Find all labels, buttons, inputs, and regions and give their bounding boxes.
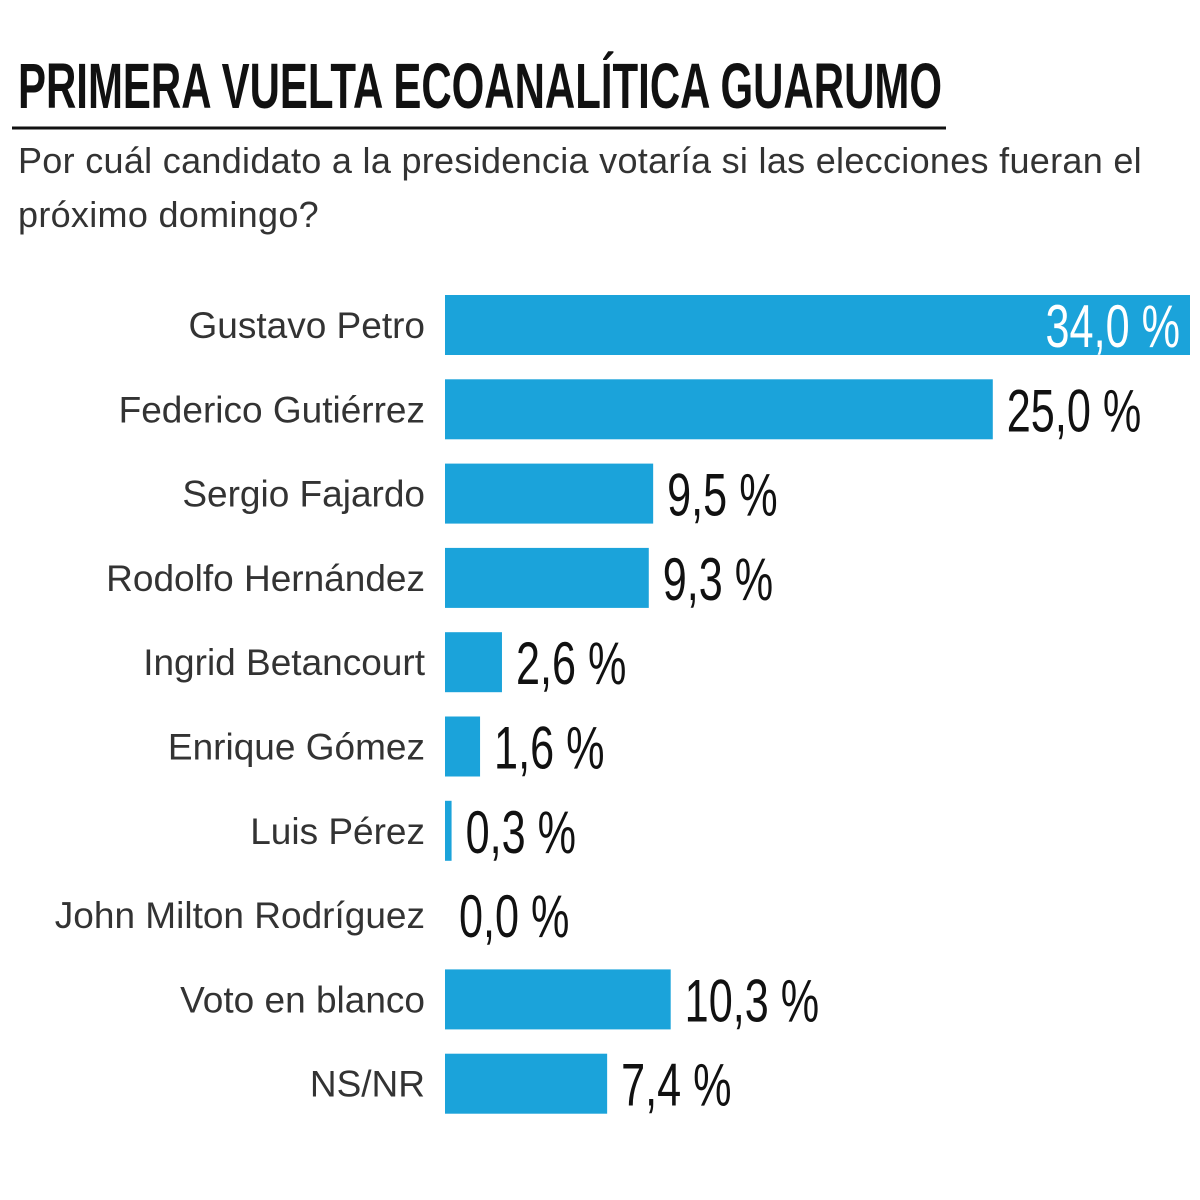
category-label: Sergio Fajardo <box>182 474 425 515</box>
category-label: Voto en blanco <box>180 979 425 1020</box>
bar <box>445 1053 608 1114</box>
bar <box>445 716 481 777</box>
category-label: NS/NR <box>310 1064 425 1105</box>
value-label-group: 0,3 % <box>466 800 576 867</box>
value-label-group: 34,0 % <box>1046 294 1180 361</box>
value-label-group: 9,3 % <box>663 547 773 614</box>
value-label-group: 10,3 % <box>685 969 819 1036</box>
category-label: Gustavo Petro <box>188 305 425 346</box>
value-label: 9,5 % <box>667 463 777 530</box>
value-label-group: 7,4 % <box>621 1053 731 1120</box>
chart-subtitle: Por cuál candidato a la presidencia vota… <box>18 140 1142 235</box>
bar <box>445 969 671 1030</box>
category-label: Federico Gutiérrez <box>119 389 425 430</box>
value-label: 0,3 % <box>466 800 576 867</box>
value-label-group: 1,6 % <box>494 716 604 783</box>
value-label-group: 2,6 % <box>516 631 626 698</box>
bar <box>445 463 654 524</box>
category-label: Ingrid Betancourt <box>143 642 426 683</box>
value-label: 34,0 % <box>1046 294 1180 361</box>
value-label: 9,3 % <box>663 547 773 614</box>
bar <box>445 632 502 693</box>
value-label: 1,6 % <box>494 716 604 783</box>
category-label: Rodolfo Hernández <box>106 558 425 599</box>
value-label-group: 9,5 % <box>667 463 777 530</box>
value-label: 2,6 % <box>516 631 626 698</box>
value-label: 25,0 % <box>1007 379 1141 446</box>
value-label: 0,0 % <box>459 884 569 951</box>
category-label: John Milton Rodríguez <box>55 895 425 936</box>
bar <box>445 800 452 861</box>
bar <box>445 547 649 608</box>
value-label-group: 25,0 % <box>1007 379 1141 446</box>
value-label: 7,4 % <box>621 1053 731 1120</box>
bar <box>445 379 993 440</box>
category-label: Enrique Gómez <box>168 727 425 768</box>
bar <box>445 295 1190 355</box>
category-label: Luis Pérez <box>250 811 425 852</box>
chart-title: PRIMERA VUELTA ECOANALÍTICA GUARUMO <box>18 50 942 122</box>
value-label: 10,3 % <box>685 969 819 1036</box>
value-label-group: 0,0 % <box>459 884 569 951</box>
